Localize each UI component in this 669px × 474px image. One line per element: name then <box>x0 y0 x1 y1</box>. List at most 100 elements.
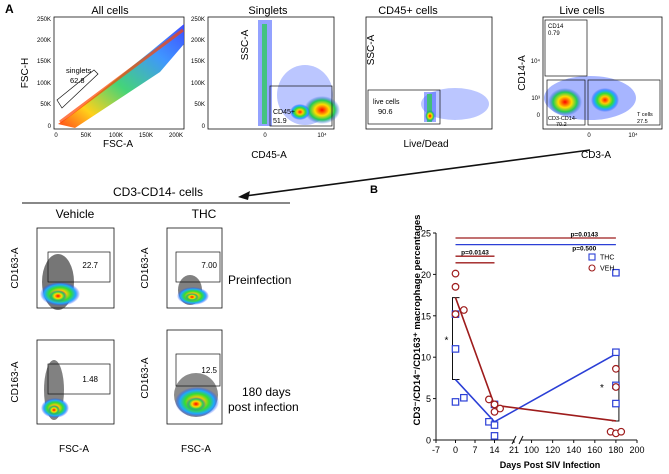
point-veh <box>612 383 620 391</box>
ytick: 0 <box>537 113 541 119</box>
plot-thc-post: 12.5 CD163-A FSC-A <box>140 329 223 455</box>
ytick: 100K <box>37 81 51 87</box>
x-tick-label: 160 <box>587 445 602 455</box>
gate-value: 90.6 <box>378 107 393 116</box>
legend-label: THC <box>600 255 614 262</box>
gate-value: 27.5 <box>637 119 648 125</box>
plot-title: Singlets <box>248 5 288 17</box>
scatter-chart: CD3⁻/CD14⁻/CD163⁺ macrophage percentages… <box>412 215 645 470</box>
xlabel: FSC-A <box>103 139 133 150</box>
xtick: 10⁴ <box>317 132 327 139</box>
ytick: 250K <box>191 17 205 23</box>
y-tick-label: 0 <box>426 436 431 446</box>
ylabel: CD14-A <box>517 55 528 91</box>
bracket-day0 <box>452 297 460 381</box>
row-180-days: 180 days <box>242 385 291 399</box>
xtick: 100K <box>109 133 123 139</box>
xlabel: CD3-A <box>581 150 611 161</box>
gate-singlets <box>56 69 99 109</box>
x-tick-label: 7 <box>472 445 477 455</box>
xtick: 0 <box>54 133 58 139</box>
ylabel: CD163-A <box>10 361 21 402</box>
x-tick-label: 140 <box>566 445 581 455</box>
x-tick-label: -7 <box>432 445 440 455</box>
legend-marker <box>588 264 596 272</box>
bracket-star: * <box>445 336 449 347</box>
plot-cd45-cells: CD45+ cells live cells 90.6 SSC-A Live/D… <box>365 5 493 150</box>
y-tick-label: 5 <box>426 394 431 404</box>
gate-live <box>367 89 441 125</box>
panel-a-letter: A <box>5 2 14 16</box>
xlabel: CD45-A <box>251 150 287 161</box>
x-tick-label: 100 <box>524 445 539 455</box>
ytick: 10³ <box>531 96 540 102</box>
sig-label: p=0.500 <box>572 245 596 252</box>
ytick: 200K <box>37 38 51 44</box>
col-thc: THC <box>192 207 217 221</box>
point-veh <box>617 427 626 436</box>
gate-value: 51.9 <box>273 118 287 125</box>
gate-cd45 <box>269 85 333 127</box>
ylabel: CD163-A <box>140 247 151 288</box>
point-thc <box>612 399 620 408</box>
chart-xlabel: Days Post SIV Infection <box>500 460 601 470</box>
plot-all-cells: All cells singlets 62.8 FSC-H FSC-A 250K… <box>20 5 185 150</box>
ytick: 0 <box>202 124 206 130</box>
x-tick-label: 0 <box>453 445 458 455</box>
ylabel: FSC-H <box>20 58 31 89</box>
mean-line-veh <box>454 297 617 422</box>
xtick: 50K <box>81 133 92 139</box>
bracket-star: * <box>600 383 604 394</box>
point-thc <box>490 432 499 440</box>
plot-title: Live cells <box>559 5 605 17</box>
ytick: 150K <box>37 59 51 65</box>
point-thc <box>612 348 620 357</box>
row-preinfection: Preinfection <box>228 273 291 287</box>
gate-t-cells <box>587 79 661 126</box>
plot-singlets: Singlets CD45+ 51.9 SSC-A CD45-A 250K 20… <box>191 5 340 161</box>
sig-label: p=0.0143 <box>461 250 489 257</box>
xlabel: FSC-A <box>181 444 211 455</box>
xtick: 10⁴ <box>628 132 638 139</box>
y-tick-label: 25 <box>421 229 431 239</box>
y-tick-label: 10 <box>421 353 431 363</box>
point-thc <box>612 268 620 277</box>
xlabel: Live/Dead <box>403 139 448 150</box>
point-thc <box>490 421 499 429</box>
col-vehicle: Vehicle <box>56 207 95 221</box>
arrow-head <box>238 191 250 200</box>
ytick: 200K <box>191 38 205 44</box>
point-veh <box>485 395 493 404</box>
y-tick-label: 20 <box>421 270 431 280</box>
xtick: 150K <box>139 133 153 139</box>
ytick: 250K <box>37 17 51 23</box>
plot-live-cells: Live cells CD14 0.79 CD3-CD14- 70.2 T ce… <box>517 5 663 161</box>
x-tick-label: 14 <box>489 445 499 455</box>
gate-value: 1.48 <box>82 375 98 384</box>
axis-break <box>518 435 524 445</box>
legend-label: VEH <box>600 266 614 273</box>
point-thc <box>451 398 460 406</box>
ytick: 50K <box>40 102 51 108</box>
xtick: 0 <box>587 133 591 139</box>
panel-b-letter: B <box>370 184 378 196</box>
point-thc <box>460 393 468 402</box>
legend-marker <box>588 253 596 261</box>
point-veh <box>451 310 460 319</box>
point-veh <box>490 407 499 416</box>
gate-value: 62.8 <box>70 76 85 85</box>
plot-vehicle-pre: 22.7 CD163-A <box>10 227 115 310</box>
ylabel: CD163-A <box>140 357 151 398</box>
x-tick-label: 200 <box>629 445 644 455</box>
ytick: 0 <box>48 124 52 130</box>
gate-cd3-cd14 <box>546 79 586 126</box>
gate-name: CD3-CD14- <box>548 116 577 122</box>
plot-vehicle-post: 1.48 CD163-A FSC-A <box>10 339 115 455</box>
xtick: 0 <box>263 133 267 139</box>
gate-name: CD14 <box>548 24 564 30</box>
gate-value: 70.2 <box>556 122 567 128</box>
x-tick-label: 180 <box>608 445 623 455</box>
ylabel: SSC-A <box>240 29 251 60</box>
point-veh <box>496 404 504 413</box>
